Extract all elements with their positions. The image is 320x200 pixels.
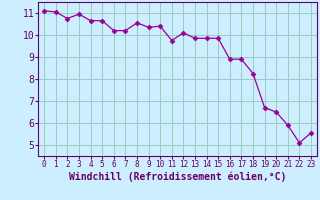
X-axis label: Windchill (Refroidissement éolien,°C): Windchill (Refroidissement éolien,°C) (69, 172, 286, 182)
